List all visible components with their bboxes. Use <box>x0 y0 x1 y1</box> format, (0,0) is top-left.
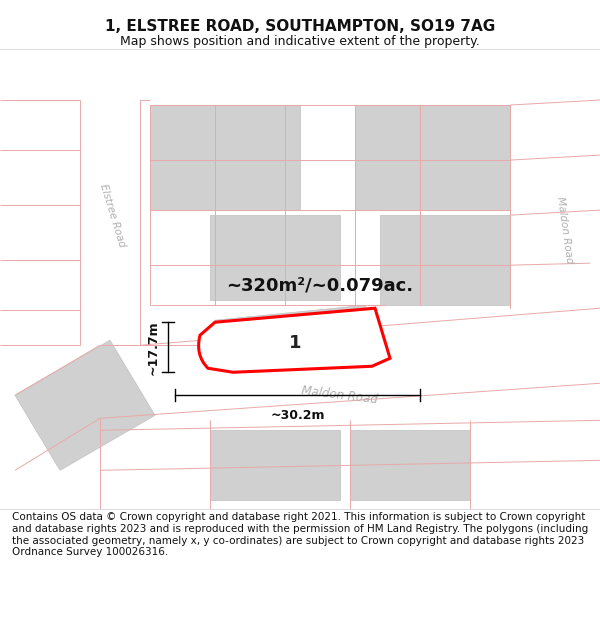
Text: Elstree Road: Elstree Road <box>98 182 127 248</box>
Text: ~17.7m: ~17.7m <box>147 320 160 374</box>
Text: ~320m²/~0.079ac.: ~320m²/~0.079ac. <box>226 276 413 294</box>
Polygon shape <box>0 345 100 415</box>
Polygon shape <box>210 215 340 300</box>
Polygon shape <box>0 50 70 100</box>
Text: 1: 1 <box>289 334 301 352</box>
Polygon shape <box>150 105 300 210</box>
Polygon shape <box>355 105 510 210</box>
Polygon shape <box>80 100 200 345</box>
Polygon shape <box>510 100 600 308</box>
Polygon shape <box>210 430 340 501</box>
Text: Contains OS data © Crown copyright and database right 2021. This information is : Contains OS data © Crown copyright and d… <box>12 512 588 558</box>
Text: Maldon Road: Maldon Road <box>556 196 575 264</box>
Text: Map shows position and indicative extent of the property.: Map shows position and indicative extent… <box>120 35 480 48</box>
Text: ~30.2m: ~30.2m <box>270 409 325 422</box>
Polygon shape <box>15 340 155 471</box>
Text: 1, ELSTREE ROAD, SOUTHAMPTON, SO19 7AG: 1, ELSTREE ROAD, SOUTHAMPTON, SO19 7AG <box>105 19 495 34</box>
Polygon shape <box>215 305 385 368</box>
Polygon shape <box>100 308 600 418</box>
Text: Maldon Road: Maldon Road <box>301 384 379 406</box>
Polygon shape <box>380 215 510 305</box>
PathPatch shape <box>199 308 390 372</box>
Polygon shape <box>350 430 470 501</box>
